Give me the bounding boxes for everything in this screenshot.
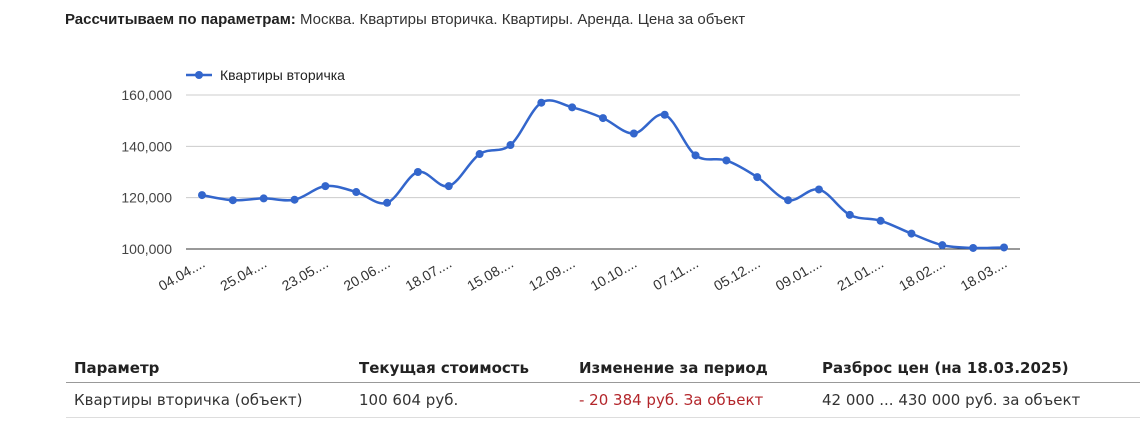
parameters-value: Москва. Квартиры вторичка. Квартиры. Аре…	[299, 11, 746, 28]
data-point	[784, 196, 793, 205]
parameters-label: Рассчитываем по параметрам:	[65, 11, 296, 28]
table-cell-price-range: 42 000 ... 430 000 руб. за объект	[814, 382, 1140, 418]
legend-label: Квартиры вторичка	[220, 67, 345, 83]
x-tick-label: 07.11....	[650, 255, 701, 294]
legend-marker	[195, 71, 203, 79]
series-line	[201, 99, 1005, 250]
data-point	[259, 194, 268, 203]
x-tick-label: 18.03....	[958, 255, 1010, 294]
y-tick-label: 160,000	[121, 87, 172, 103]
data-point	[722, 156, 731, 165]
data-point	[475, 150, 484, 159]
data-point	[845, 210, 854, 219]
table-cell-change: - 20 384 руб. За объект	[571, 382, 814, 418]
data-point	[599, 114, 607, 123]
y-tick-label: 140,000	[121, 138, 172, 154]
data-point	[568, 103, 577, 112]
data-point	[444, 182, 453, 191]
x-tick-label: 04.04....	[156, 255, 208, 294]
x-tick-label: 05.12....	[711, 255, 763, 294]
data-point	[629, 129, 638, 138]
data-point	[814, 185, 823, 194]
parameters-header: Рассчитываем по параметрам: Москва. Квар…	[65, 11, 745, 28]
x-tick-label: 25.04....	[217, 255, 269, 294]
data-point	[969, 243, 978, 252]
x-tick-label: 12.09....	[526, 255, 578, 294]
x-tick-label: 23.05....	[279, 255, 331, 294]
x-tick-label: 21.01....	[834, 255, 886, 294]
x-tick-label: 18.02....	[896, 255, 948, 294]
data-point	[876, 216, 885, 225]
table-cell-parameter: Квартиры вторичка (объект)	[66, 382, 351, 418]
data-point	[907, 229, 916, 238]
data-point	[660, 110, 669, 119]
table-row: Квартиры вторичка (объект) 100 604 руб. …	[66, 382, 1140, 418]
x-tick-label: 18.07....	[402, 255, 454, 294]
summary-table: Параметр Текущая стоимость Изменение за …	[66, 352, 1140, 418]
y-tick-label: 100,000	[121, 241, 172, 257]
data-point	[198, 191, 206, 200]
table-header-price-range: Разброс цен (на 18.03.2025)	[814, 352, 1140, 383]
data-point	[753, 173, 762, 182]
data-point	[537, 98, 546, 107]
table-header-parameter: Параметр	[66, 352, 351, 383]
table-header-row: Параметр Текущая стоимость Изменение за …	[66, 352, 1140, 383]
data-point	[383, 198, 392, 207]
data-point	[413, 168, 422, 176]
x-tick-label: 09.01....	[773, 255, 825, 294]
table-header-current-price: Текущая стоимость	[351, 352, 571, 383]
data-point	[506, 141, 515, 150]
data-point	[352, 188, 361, 197]
data-point	[938, 241, 947, 250]
y-tick-label: 120,000	[121, 190, 172, 206]
x-tick-label: 20.06....	[341, 255, 393, 294]
data-point	[1000, 243, 1008, 252]
table-cell-current-price: 100 604 руб.	[351, 382, 571, 418]
x-tick-label: 15.08....	[464, 255, 516, 294]
x-tick-label: 10.10....	[588, 255, 640, 294]
table-header-change: Изменение за период	[571, 352, 814, 383]
data-point	[691, 151, 700, 160]
data-point	[290, 195, 299, 204]
data-point	[228, 196, 237, 205]
data-point	[321, 182, 330, 191]
